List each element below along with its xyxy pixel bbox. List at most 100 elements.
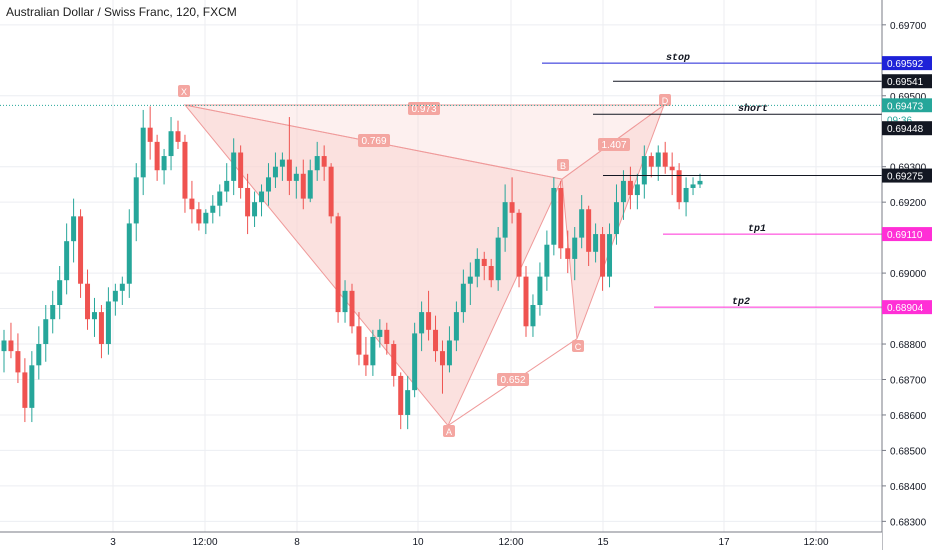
candle-body bbox=[210, 205, 216, 213]
candle-body bbox=[530, 305, 536, 327]
candle-body bbox=[140, 127, 146, 178]
candle-body bbox=[600, 234, 606, 277]
point-label-B: B bbox=[560, 161, 566, 171]
candle-body bbox=[85, 283, 91, 320]
candle-body bbox=[314, 156, 320, 171]
candle-body bbox=[349, 290, 355, 327]
candle-body bbox=[690, 184, 696, 188]
price-tick-label: 0.69700 bbox=[890, 21, 927, 32]
candle-body bbox=[516, 212, 522, 277]
price-label-bg bbox=[882, 98, 932, 113]
price-tick-label: 0.69000 bbox=[890, 269, 927, 280]
price-tick-label: 0.68500 bbox=[890, 446, 927, 457]
candle-body bbox=[8, 340, 14, 352]
candle-body bbox=[509, 202, 515, 213]
candle-body bbox=[168, 131, 174, 157]
candle-body bbox=[133, 177, 139, 224]
time-tick-label: 15 bbox=[597, 537, 609, 548]
candle-body bbox=[544, 244, 550, 277]
price-tick-label: 0.68400 bbox=[890, 482, 927, 493]
candle-body bbox=[182, 141, 188, 199]
ratio-badge bbox=[358, 134, 390, 147]
level-label-stop: stop bbox=[666, 53, 690, 64]
candle-body bbox=[22, 372, 28, 408]
price-label-09-36: 09:36 bbox=[887, 115, 912, 126]
candle-body bbox=[558, 187, 564, 249]
candle-body bbox=[572, 237, 578, 259]
price-label-0-69448: 0.69448 bbox=[887, 124, 924, 135]
point-label-D: D bbox=[662, 96, 669, 106]
candle-body bbox=[175, 131, 181, 142]
candle-body bbox=[537, 276, 543, 306]
price-label-bg bbox=[882, 168, 932, 183]
ratio-label-1: 0.973 bbox=[411, 104, 436, 115]
price-axis-area bbox=[882, 0, 932, 550]
point-badge bbox=[659, 94, 671, 106]
candle-body bbox=[655, 152, 661, 167]
point-label-X: X bbox=[181, 87, 187, 97]
time-tick-label: 8 bbox=[294, 537, 300, 548]
price-label-0-69541: 0.69541 bbox=[887, 77, 924, 88]
candle-body bbox=[293, 173, 299, 181]
candle-body bbox=[321, 156, 327, 167]
candle-body bbox=[613, 202, 619, 235]
candle-body bbox=[474, 258, 480, 277]
price-label-bg bbox=[882, 74, 932, 89]
price-tick-label: 0.69300 bbox=[890, 163, 927, 174]
candle-body bbox=[593, 234, 599, 252]
candle-body bbox=[245, 187, 251, 217]
candle-body bbox=[279, 159, 285, 167]
candle-body bbox=[71, 216, 77, 242]
candle-body bbox=[481, 258, 487, 266]
candle-body bbox=[328, 166, 334, 217]
candle-body bbox=[217, 191, 223, 206]
point-label-C: C bbox=[575, 342, 582, 352]
candle-body bbox=[272, 166, 278, 178]
point-badge bbox=[557, 159, 569, 171]
price-label-0-69592: 0.69592 bbox=[887, 59, 924, 70]
price-tick-label: 0.68300 bbox=[890, 517, 927, 528]
candle-body bbox=[412, 333, 418, 391]
candle-body bbox=[147, 127, 153, 142]
candle-body bbox=[669, 166, 675, 171]
candle-body bbox=[467, 276, 473, 284]
price-label-bg bbox=[882, 227, 932, 242]
candle-body bbox=[676, 170, 682, 203]
price-tick-label: 0.68800 bbox=[890, 340, 927, 351]
ratio-label-2: 0.769 bbox=[361, 136, 386, 147]
candle-body bbox=[439, 351, 445, 366]
time-tick-label: 17 bbox=[718, 537, 730, 548]
time-tick-label: 10 bbox=[412, 537, 424, 548]
candle-body bbox=[29, 365, 35, 408]
candle-body bbox=[356, 326, 362, 355]
time-axis-area bbox=[0, 532, 882, 550]
candle-body bbox=[112, 290, 118, 302]
candle-body bbox=[662, 152, 668, 167]
ratio-label-4: 1.407 bbox=[601, 140, 626, 151]
chart-title: Australian Dollar / Swiss Franc, 120, FX… bbox=[6, 5, 237, 19]
candle-body bbox=[98, 312, 104, 345]
candle-body bbox=[495, 237, 501, 281]
level-label-tp1: tp1 bbox=[748, 224, 766, 235]
candle-body bbox=[648, 156, 654, 167]
candle-body bbox=[683, 187, 689, 203]
candle-body bbox=[189, 198, 195, 210]
candle-body bbox=[523, 276, 529, 327]
price-tick-label: 0.68600 bbox=[890, 411, 927, 422]
candle-body bbox=[50, 305, 56, 320]
candle-body bbox=[641, 156, 647, 185]
candle-body bbox=[697, 180, 703, 185]
candle-body bbox=[370, 336, 376, 366]
candle-body bbox=[119, 283, 125, 291]
candle-body bbox=[607, 234, 613, 277]
point-badge bbox=[178, 85, 190, 97]
candle-body bbox=[252, 202, 258, 217]
time-tick-label: 12:00 bbox=[192, 537, 217, 548]
candle-body bbox=[586, 209, 592, 252]
price-label-0-68904: 0.68904 bbox=[887, 303, 924, 314]
ratio-badge bbox=[497, 373, 529, 386]
price-tick-label: 0.68700 bbox=[890, 375, 927, 386]
level-label-short: short bbox=[738, 103, 768, 115]
